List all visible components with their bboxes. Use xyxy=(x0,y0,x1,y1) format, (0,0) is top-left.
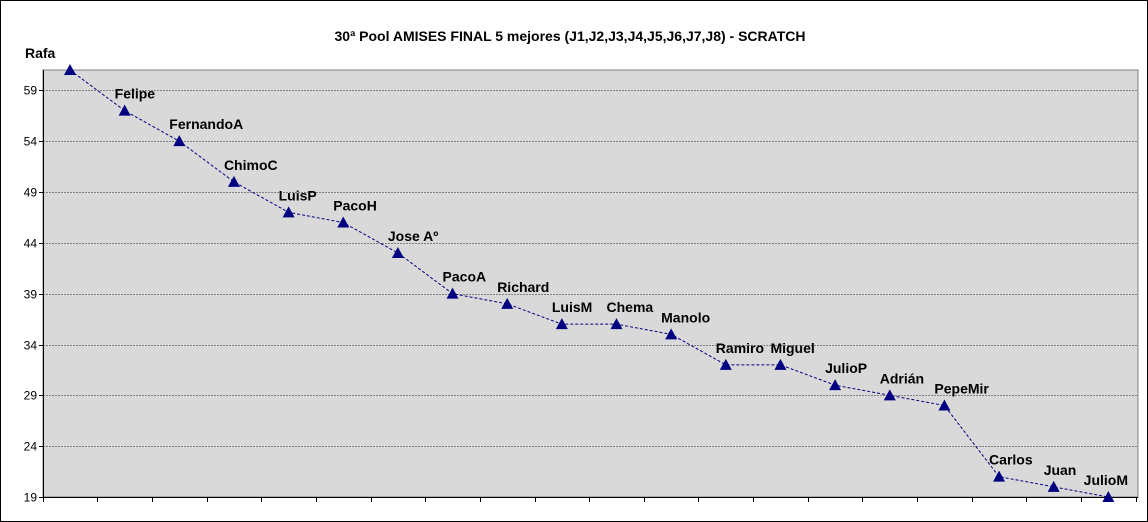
data-point-marker xyxy=(446,287,459,299)
chart-title: 30ª Pool AMISES FINAL 5 mejores (J1,J2,J… xyxy=(334,28,806,44)
data-point-label: LuisP xyxy=(279,187,317,203)
data-point-marker xyxy=(883,389,896,401)
data-point-marker xyxy=(173,135,186,147)
data-point-label: Juan xyxy=(1044,462,1077,478)
data-point-label: JulioP xyxy=(825,360,867,376)
y-tick-label: 49 xyxy=(24,186,38,200)
data-point-marker xyxy=(118,104,131,116)
data-point-label: Richard xyxy=(497,279,549,295)
data-point-label: Jose Aº xyxy=(388,228,439,244)
y-tick-label: 24 xyxy=(24,440,38,454)
data-point-label: JulioM xyxy=(1084,472,1128,488)
data-point-marker xyxy=(774,358,787,370)
data-point-label: Ramiro xyxy=(716,340,764,356)
data-point-marker xyxy=(610,318,623,330)
data-point-label: PepeMir xyxy=(934,381,989,397)
data-point-marker xyxy=(829,379,842,391)
data-point-marker xyxy=(665,328,678,340)
data-point-marker xyxy=(1102,491,1115,502)
y-tick-label: 54 xyxy=(24,135,38,149)
data-point-label: PacoH xyxy=(333,198,377,214)
data-point-label: FernandoA xyxy=(169,116,243,132)
y-tick-label: 59 xyxy=(24,84,38,98)
data-point-marker xyxy=(555,318,568,330)
y-tick-label: 19 xyxy=(24,491,38,505)
data-point-label: Felipe xyxy=(115,86,156,102)
data-point-marker xyxy=(1047,480,1060,492)
data-point-label: Chema xyxy=(607,299,654,315)
data-point-label: PacoA xyxy=(443,269,487,285)
data-point-marker xyxy=(227,175,240,187)
data-point-label: Manolo xyxy=(661,309,710,325)
data-point-label: ChimoC xyxy=(224,157,278,173)
plot-area xyxy=(42,69,1139,498)
y-tick-label: 39 xyxy=(24,288,38,302)
data-point-label: Miguel xyxy=(770,340,814,356)
data-point-marker xyxy=(938,399,951,411)
data-point-marker xyxy=(282,206,295,218)
data-point-marker xyxy=(64,64,76,75)
data-point-label: Carlos xyxy=(989,452,1033,468)
data-point-marker xyxy=(391,247,404,258)
data-point-marker xyxy=(993,470,1006,482)
data-point-label: Rafa xyxy=(25,45,56,61)
data-point-label: LuisM xyxy=(552,299,592,315)
y-tick-label: 44 xyxy=(24,237,38,251)
data-point-label: Adrián xyxy=(880,370,924,386)
y-tick-label: 29 xyxy=(24,389,38,403)
y-tick-label: 34 xyxy=(24,339,38,353)
data-point-marker xyxy=(719,358,732,370)
data-point-marker xyxy=(337,216,350,228)
data-point-marker xyxy=(501,297,514,309)
